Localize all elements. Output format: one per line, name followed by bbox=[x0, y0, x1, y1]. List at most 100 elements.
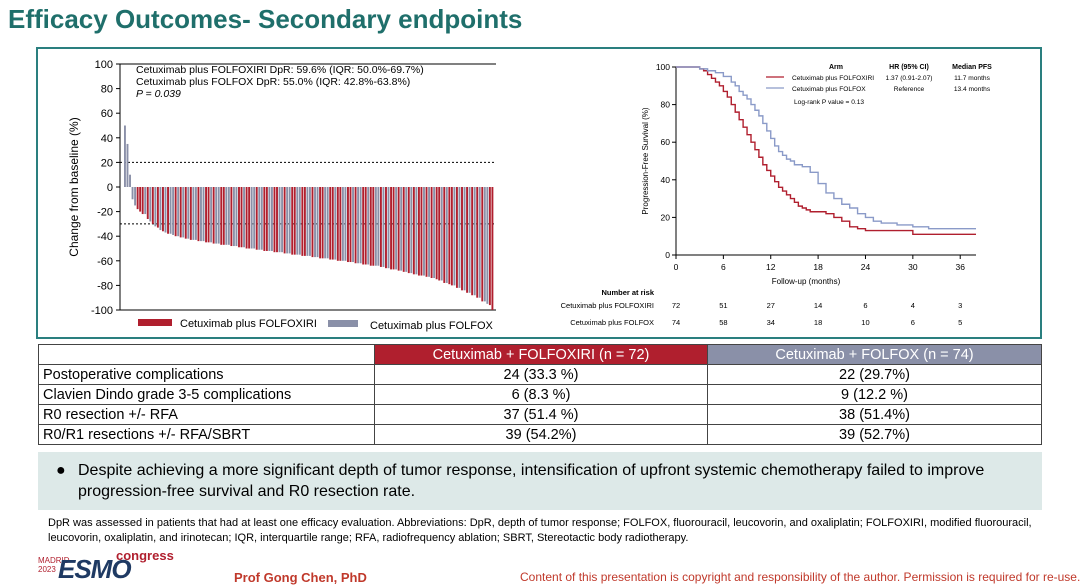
bar bbox=[220, 187, 223, 245]
bar bbox=[197, 187, 200, 242]
row-label: R0/R1 resections +/- RFA/SBRT bbox=[38, 424, 375, 445]
bar bbox=[316, 187, 319, 258]
cell-folfoxiri: 24 (33.3 %) bbox=[374, 364, 708, 385]
bar bbox=[359, 187, 362, 264]
bar bbox=[377, 187, 380, 266]
x-tick-label: 0 bbox=[674, 262, 679, 272]
annotation-folfoxiri-dpr: Cetuximab plus FOLFOXIRI DpR: 59.6% (IQR… bbox=[136, 64, 424, 76]
bar bbox=[397, 187, 400, 271]
table-header-blank bbox=[38, 344, 375, 365]
bar bbox=[243, 187, 246, 248]
logo-brand: ESMO bbox=[58, 554, 132, 584]
bar bbox=[314, 187, 316, 258]
km-curve-folfoxiri bbox=[676, 66, 976, 236]
bar bbox=[215, 187, 218, 244]
legend-label-folfoxiri: Cetuximab plus FOLFOXIRI bbox=[180, 318, 317, 330]
bar bbox=[207, 187, 210, 243]
legend-header-arm: Arm bbox=[829, 64, 843, 71]
cell-folfox: 22 (29.7%) bbox=[707, 364, 1042, 385]
x-axis-label: Follow-up (months) bbox=[772, 277, 841, 286]
bar bbox=[357, 187, 360, 264]
y-tick-label: 40 bbox=[661, 175, 671, 185]
cell-folfox: 38 (51.4%) bbox=[707, 404, 1042, 425]
bar bbox=[430, 187, 433, 279]
bar bbox=[230, 187, 233, 247]
bar bbox=[276, 187, 278, 253]
bar bbox=[461, 187, 463, 291]
bar bbox=[463, 187, 466, 291]
bar bbox=[362, 187, 365, 265]
bar bbox=[248, 187, 251, 249]
bar bbox=[288, 187, 291, 254]
bar bbox=[291, 187, 294, 255]
x-tick-label: 12 bbox=[766, 262, 776, 272]
bar bbox=[349, 187, 352, 263]
bar bbox=[151, 187, 154, 224]
bar bbox=[478, 187, 481, 298]
bar bbox=[405, 187, 408, 272]
bar bbox=[372, 187, 375, 266]
table-row: R0/R1 resections +/- RFA/SBRT 39 (54.2%)… bbox=[38, 424, 1042, 445]
bar bbox=[364, 187, 367, 265]
bar bbox=[169, 187, 172, 234]
y-tick-label: -100 bbox=[91, 305, 113, 317]
bar bbox=[192, 187, 195, 240]
risk-row-label: Cetuximab plus FOLFOXIRI bbox=[561, 301, 654, 310]
outcomes-table: Cetuximab + FOLFOXIRI (n = 72) Cetuximab… bbox=[38, 344, 1042, 445]
bar bbox=[270, 187, 273, 251]
bar bbox=[473, 187, 476, 296]
x-tick-label: 36 bbox=[955, 262, 965, 272]
bar bbox=[415, 187, 418, 275]
bar bbox=[433, 187, 436, 279]
bar bbox=[344, 187, 347, 261]
bar bbox=[240, 187, 243, 248]
bar bbox=[232, 187, 235, 247]
bar bbox=[385, 187, 387, 269]
bar bbox=[311, 187, 314, 258]
bar bbox=[167, 187, 169, 234]
bar bbox=[387, 187, 390, 269]
bar bbox=[341, 187, 344, 261]
legend-hr: 1.37 (0.91-2.07) bbox=[886, 75, 933, 82]
x-tick-label: 6 bbox=[721, 262, 726, 272]
bar bbox=[131, 187, 134, 200]
risk-count: 72 bbox=[672, 301, 680, 310]
legend-header-hr: HR (95% CI) bbox=[889, 64, 929, 71]
legend-arm: Cetuximab plus FOLFOX bbox=[792, 86, 866, 93]
y-tick-label: 80 bbox=[101, 84, 113, 96]
y-tick-label: 80 bbox=[661, 100, 671, 110]
bar bbox=[435, 187, 438, 280]
bar bbox=[126, 143, 129, 187]
risk-count: 5 bbox=[958, 318, 962, 327]
table-row: Clavien Dindo grade 3-5 complications 6 … bbox=[38, 384, 1042, 405]
risk-table-header: Number at risk bbox=[601, 288, 654, 297]
bar bbox=[440, 187, 443, 281]
bar bbox=[260, 187, 263, 250]
bar bbox=[301, 187, 304, 256]
bar bbox=[141, 187, 144, 215]
bar bbox=[303, 187, 306, 256]
bar bbox=[164, 187, 167, 233]
conclusion-box: ● Despite achieving a more significant d… bbox=[38, 452, 1042, 510]
bar bbox=[458, 187, 461, 288]
bar bbox=[334, 187, 337, 260]
row-label: Postoperative complications bbox=[38, 364, 375, 385]
cell-folfoxiri: 37 (51.4 %) bbox=[374, 404, 708, 425]
bar bbox=[390, 187, 392, 270]
bar bbox=[293, 187, 296, 255]
logo-city: MADRID 2023 bbox=[38, 556, 70, 574]
bar bbox=[392, 187, 395, 270]
bar bbox=[374, 187, 377, 266]
y-tick-label: -40 bbox=[97, 231, 113, 243]
bar bbox=[425, 187, 428, 277]
km-curve-folfox bbox=[676, 66, 976, 230]
bar bbox=[423, 187, 425, 276]
table-row: Postoperative complications 24 (33.3 %) … bbox=[38, 364, 1042, 385]
logo-city-name: MADRID bbox=[38, 556, 70, 565]
bar bbox=[182, 187, 185, 238]
y-tick-label: 0 bbox=[665, 250, 670, 260]
bar bbox=[134, 187, 137, 206]
legend-swatch-folfox bbox=[328, 320, 358, 327]
y-tick-label: 0 bbox=[107, 182, 113, 194]
bar bbox=[379, 187, 382, 267]
